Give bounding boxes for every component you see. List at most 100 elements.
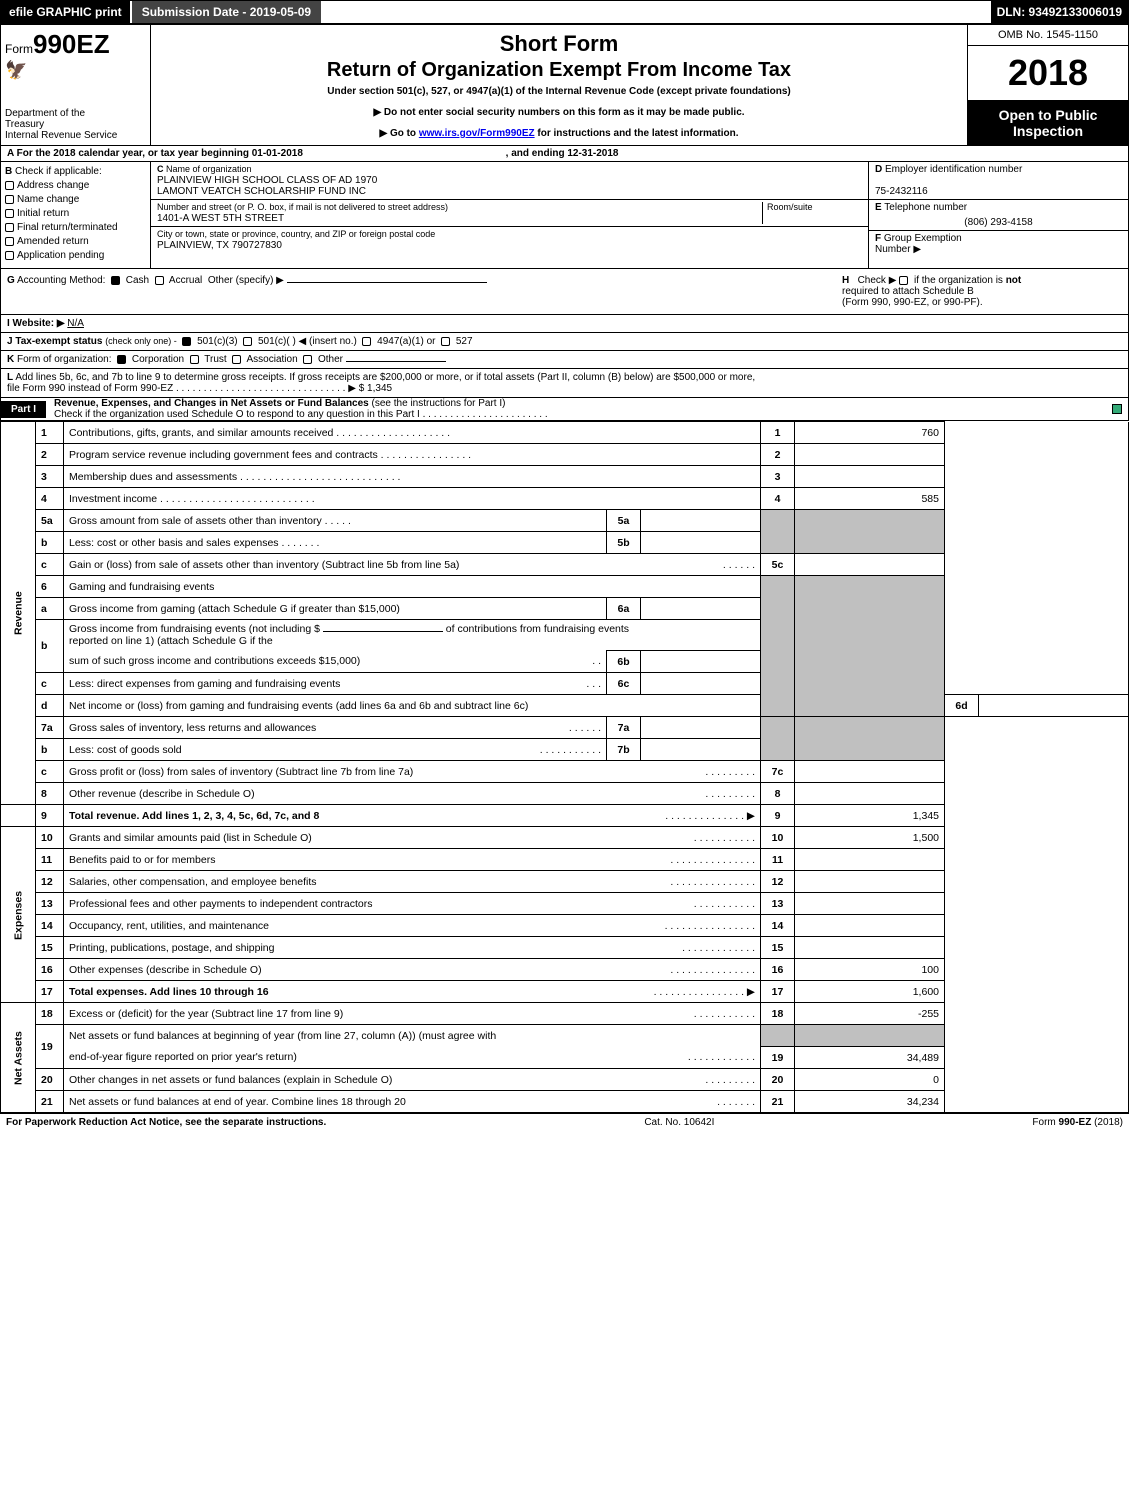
netassets-sidebar: Net Assets [1,1003,36,1113]
table-row: 9 Total revenue. Add lines 1, 2, 3, 4, 5… [1,805,1129,827]
address-change-label: Address change [17,180,89,191]
line-num: c [36,673,64,695]
schedule-o-checkbox[interactable] [1112,404,1122,414]
line-desc-text3: reported on line 1) (attach Schedule G i… [69,635,273,647]
cash-checkbox[interactable] [111,276,120,285]
line-amount: 34,234 [795,1091,945,1113]
dots: . . . . . . . . . . . [694,898,755,910]
dots: . . . . . . . . . . . . . . . [670,964,755,976]
line-amount [795,937,945,959]
goto-link[interactable]: www.irs.gov/Form990EZ [419,128,535,139]
other-org-checkbox[interactable] [303,355,312,364]
name-change-checkbox[interactable] [5,195,14,204]
dept-line2: Treasury [5,119,146,130]
table-row: 2 Program service revenue including gove… [1,444,1129,466]
line-amount [795,761,945,783]
line-ref: 9 [761,805,795,827]
short-form-title: Short Form [157,31,961,57]
table-row: Revenue 1 Contributions, gifts, grants, … [1,422,1129,444]
line-desc: sum of such gross income and contributio… [64,651,607,673]
sub-amount [641,673,761,695]
line-num: 12 [36,871,64,893]
corp-checkbox[interactable] [117,355,126,364]
line-ref: 10 [761,827,795,849]
final-return-checkbox[interactable] [5,223,14,232]
line-num: b [36,739,64,761]
l-label: L [7,372,13,383]
line-ref: 19 [761,1047,795,1069]
4947-checkbox[interactable] [362,337,371,346]
line-amount: 1,345 [795,805,945,827]
line-num: b [36,620,64,673]
table-row: 4 Investment income . . . . . . . . . . … [1,488,1129,510]
trust-checkbox[interactable] [190,355,199,364]
room-lbl: Room/suite [767,202,813,212]
line-desc: Net assets or fund balances at beginning… [64,1025,761,1047]
line-desc-text: Less: direct expenses from gaming and fu… [69,678,340,690]
line-desc: Other expenses (describe in Schedule O) … [64,959,761,981]
line-ref: 5c [761,554,795,576]
line-desc-text: Gross sales of inventory, less returns a… [69,722,316,734]
footer-center: Cat. No. 10642I [644,1117,714,1128]
501c3-checkbox[interactable] [182,337,191,346]
line-amount [795,554,945,576]
page-footer: For Paperwork Reduction Act Notice, see … [0,1113,1129,1131]
line-desc-text: Total expenses. Add lines 10 through 16 [69,986,269,998]
tel-lbl: Telephone number [884,202,967,213]
dots: . . . . . . . [717,1096,755,1108]
line-ref: 21 [761,1091,795,1113]
table-row: b Less: cost of goods sold . . . . . . .… [1,739,1129,761]
dots: . . . . . . [723,559,755,571]
line-num: 19 [36,1025,64,1069]
amended-return-checkbox[interactable] [5,237,14,246]
section-k: K Form of organization: Corporation Trus… [0,351,1129,369]
fundraising-amount-field[interactable] [323,631,443,632]
dots: . . . . . . . . . . . . [688,1051,755,1063]
section-l: L Add lines 5b, 6c, and 7b to line 9 to … [0,369,1129,398]
submission-date-button[interactable]: Submission Date - 2019-05-09 [132,1,321,23]
other-specify-field[interactable] [287,282,487,283]
line-num: 21 [36,1091,64,1113]
sub-amount [641,717,761,739]
line-num: a [36,598,64,620]
dots: . . . . . . [569,722,601,734]
part1-table: Revenue 1 Contributions, gifts, grants, … [0,421,1129,1113]
dots: . . . . . . . . . [705,788,755,800]
initial-return-checkbox[interactable] [5,209,14,218]
open-public-badge: Open to Public Inspection [968,101,1128,145]
line-amount: 585 [795,488,945,510]
address-change-checkbox[interactable] [5,181,14,190]
line-amount: 760 [795,422,945,444]
omb-number: OMB No. 1545-1150 [968,25,1128,46]
table-row: 5a Gross amount from sale of assets othe… [1,510,1129,532]
line-desc: Net assets or fund balances at end of ye… [64,1091,761,1113]
line-num: 2 [36,444,64,466]
table-row: 21 Net assets or fund balances at end of… [1,1091,1129,1113]
header-right: OMB No. 1545-1150 2018 Open to Public In… [968,25,1128,145]
schedule-b-checkbox[interactable] [899,276,908,285]
sub-amount [641,510,761,532]
no-ssn-text: ▶ Do not enter social security numbers o… [157,107,961,118]
line-desc: Gross profit or (loss) from sales of inv… [64,761,761,783]
accrual-checkbox[interactable] [155,276,164,285]
l-text1: Add lines 5b, 6c, and 7b to line 9 to de… [15,372,755,383]
527-checkbox[interactable] [441,337,450,346]
line-desc: Gaming and fundraising events [64,576,761,598]
dots: . . . . . . . . . . . [694,1008,755,1020]
line-num: 15 [36,937,64,959]
group-exemption-box: F Group Exemption Number ▶ [869,231,1128,268]
table-row: c Gain or (loss) from sale of assets oth… [1,554,1129,576]
part1-check-text: Check if the organization used Schedule … [54,409,420,420]
app-pending-checkbox[interactable] [5,251,14,260]
revenue-sidebar: Revenue [1,422,36,805]
other-org-field[interactable] [346,361,446,362]
table-row: 6 Gaming and fundraising events [1,576,1129,598]
line-num: b [36,532,64,554]
assoc-checkbox[interactable] [232,355,241,364]
table-row: 20 Other changes in net assets or fund b… [1,1069,1129,1091]
501c-checkbox[interactable] [243,337,252,346]
form-prefix: Form [5,42,33,56]
sub-ref: 7b [607,739,641,761]
efile-print-button[interactable]: efile GRAPHIC print [1,1,132,23]
name-change-label: Name change [17,194,79,205]
